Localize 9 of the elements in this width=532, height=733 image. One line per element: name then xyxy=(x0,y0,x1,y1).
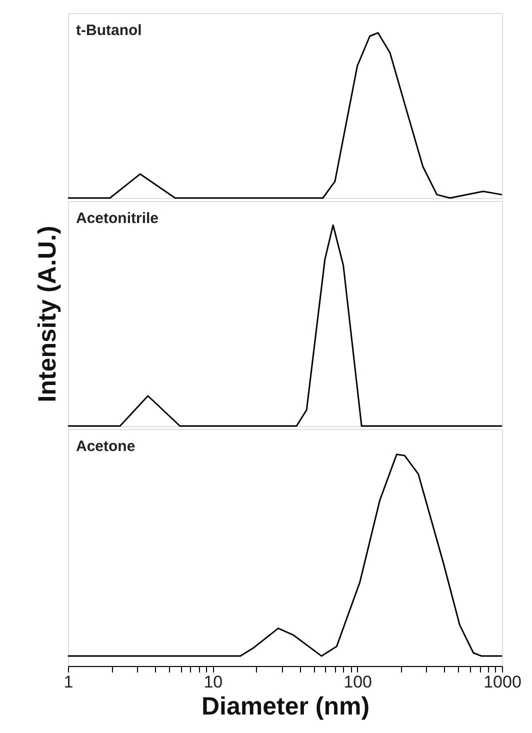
x-tick-label: 10 xyxy=(204,672,223,692)
x-axis-title: Diameter (nm) xyxy=(201,692,370,720)
y-axis-title: Intensity (A.U.) xyxy=(34,226,62,402)
x-tick-label: 100 xyxy=(344,672,372,692)
text: Acetonitrile xyxy=(76,210,159,227)
x-tick-label: 1 xyxy=(64,672,74,692)
x-tick-label: 1000 xyxy=(484,672,522,692)
text: t-Butanol xyxy=(76,22,142,39)
text: Acetone xyxy=(76,438,136,455)
